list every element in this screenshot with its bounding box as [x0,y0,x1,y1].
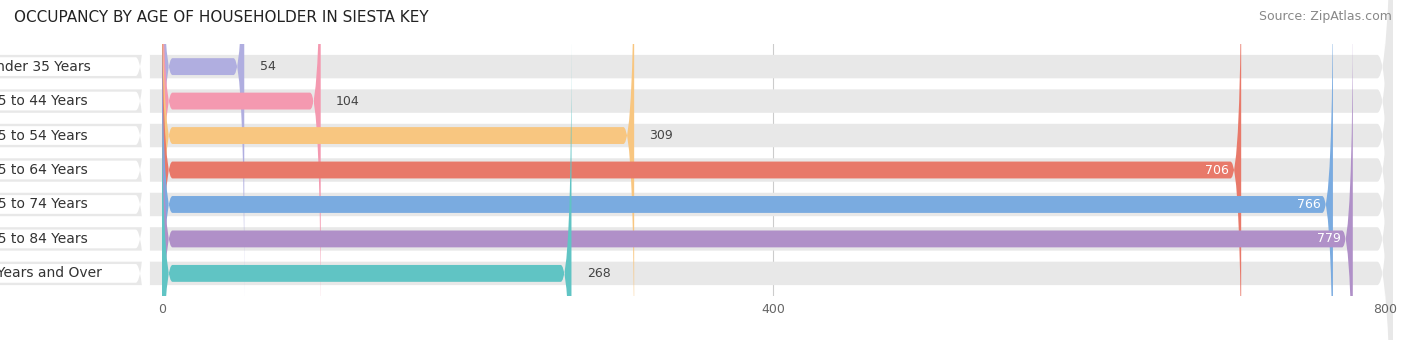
FancyBboxPatch shape [162,0,321,334]
FancyBboxPatch shape [162,0,245,300]
Text: 779: 779 [1316,233,1340,245]
Text: Under 35 Years: Under 35 Years [0,59,91,73]
Text: 54: 54 [260,60,276,73]
Text: 45 to 54 Years: 45 to 54 Years [0,129,89,142]
FancyBboxPatch shape [0,0,149,340]
FancyBboxPatch shape [162,0,634,340]
Text: 75 to 84 Years: 75 to 84 Years [0,232,89,246]
Text: 268: 268 [586,267,610,280]
Text: 766: 766 [1296,198,1320,211]
Text: 35 to 44 Years: 35 to 44 Years [0,94,89,108]
FancyBboxPatch shape [0,0,149,340]
FancyBboxPatch shape [162,0,1241,340]
Text: 706: 706 [1205,164,1229,176]
FancyBboxPatch shape [0,0,149,340]
Text: 85 Years and Over: 85 Years and Over [0,267,103,280]
FancyBboxPatch shape [0,0,149,340]
FancyBboxPatch shape [162,6,1353,340]
FancyBboxPatch shape [162,40,571,340]
Text: 104: 104 [336,95,360,107]
FancyBboxPatch shape [0,0,149,340]
FancyBboxPatch shape [162,0,1333,340]
Text: Source: ZipAtlas.com: Source: ZipAtlas.com [1258,10,1392,23]
FancyBboxPatch shape [0,0,149,340]
Text: OCCUPANCY BY AGE OF HOUSEHOLDER IN SIESTA KEY: OCCUPANCY BY AGE OF HOUSEHOLDER IN SIEST… [14,10,429,25]
Text: 55 to 64 Years: 55 to 64 Years [0,163,89,177]
Text: 65 to 74 Years: 65 to 74 Years [0,198,89,211]
Text: 309: 309 [650,129,673,142]
FancyBboxPatch shape [0,0,149,340]
